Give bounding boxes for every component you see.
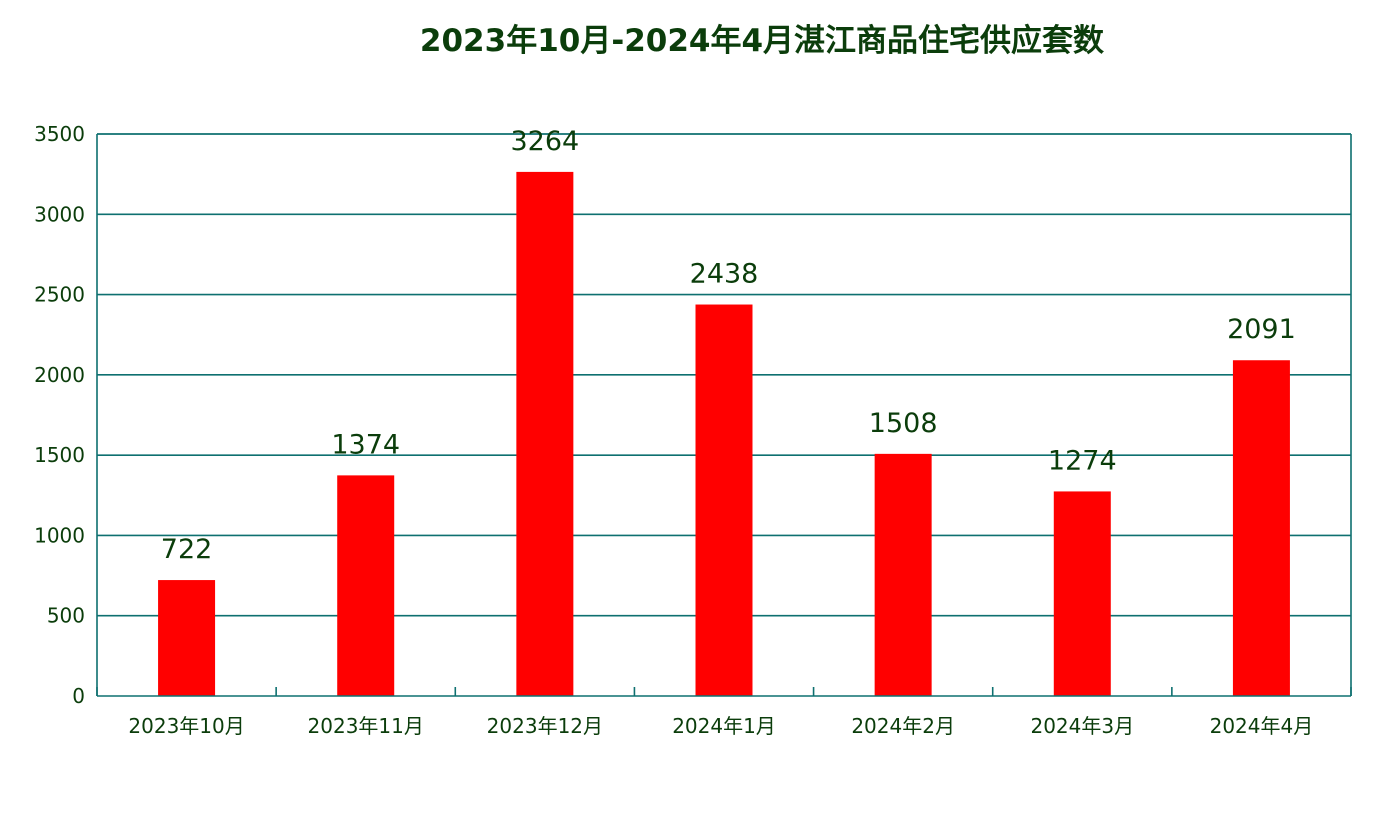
y-tick-label: 1500 xyxy=(34,443,85,467)
x-tick-label: 2023年11月 xyxy=(308,714,424,738)
x-tick-label: 2024年1月 xyxy=(672,714,776,738)
y-tick-label: 2500 xyxy=(34,283,85,307)
data-label: 722 xyxy=(161,534,213,565)
y-tick-label: 2000 xyxy=(34,363,85,387)
bar xyxy=(158,580,216,696)
data-label: 1274 xyxy=(1048,445,1117,476)
y-tick-label: 1000 xyxy=(34,523,85,547)
x-tick-label: 2023年12月 xyxy=(487,714,603,738)
x-tick-label: 2024年3月 xyxy=(1030,714,1134,738)
data-label: 1508 xyxy=(869,408,938,439)
bar xyxy=(337,475,395,696)
data-label: 2438 xyxy=(690,259,759,290)
chart-title: 2023年10月-2024年4月湛江商品住宅供应套数 xyxy=(420,23,1104,59)
data-label: 1374 xyxy=(331,429,400,460)
bar xyxy=(1232,360,1290,696)
x-tick-label: 2024年4月 xyxy=(1210,714,1314,738)
y-tick-label: 0 xyxy=(72,684,85,708)
x-tick-label: 2023年10月 xyxy=(128,714,244,738)
y-tick-label: 500 xyxy=(47,604,85,628)
bar xyxy=(516,171,574,697)
x-tick-label: 2024年2月 xyxy=(851,714,955,738)
bars xyxy=(158,171,1290,697)
data-label: 2091 xyxy=(1227,314,1296,345)
bar xyxy=(695,304,753,696)
axes xyxy=(96,133,1352,697)
bar xyxy=(1053,491,1111,696)
data-label: 3264 xyxy=(510,126,579,157)
bar xyxy=(874,453,932,696)
labels: 0 500 1000 1500 2000 2500 3000 3500 722 2023年10月 1… xyxy=(34,122,1313,738)
y-tick-label: 3500 xyxy=(34,122,85,146)
y-tick-label: 3000 xyxy=(34,202,85,226)
